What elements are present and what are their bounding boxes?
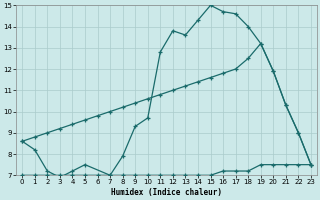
X-axis label: Humidex (Indice chaleur): Humidex (Indice chaleur) <box>111 188 222 197</box>
